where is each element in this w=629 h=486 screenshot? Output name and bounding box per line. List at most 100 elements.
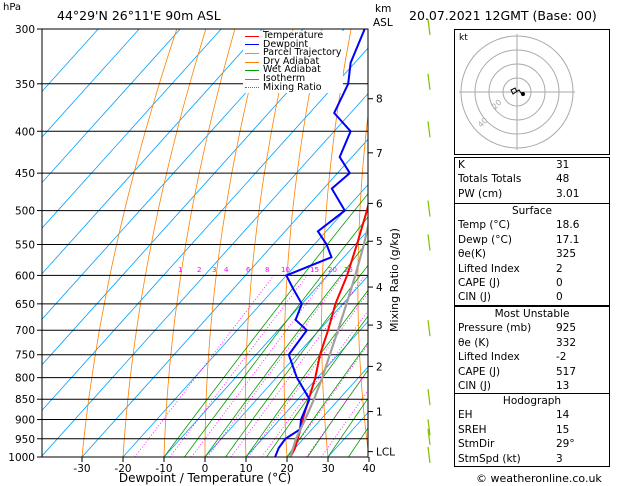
wet-adiabat-line (327, 397, 368, 457)
hodograph: kt 20 40 (459, 33, 575, 150)
x-axis-title: Dewpoint / Temperature (°C) (119, 471, 291, 485)
legend-swatch (245, 44, 259, 46)
isotherm-line (245, 320, 368, 457)
legend-swatch (245, 70, 259, 72)
temp-tick-label: -30 (73, 463, 90, 475)
legend-label: Wet Adiabat (263, 64, 321, 76)
stat-value: 14 (556, 409, 570, 422)
unstable-title: Most Unstable (494, 308, 570, 320)
isotherm-line (42, 29, 222, 229)
wet-adiabat-line (266, 315, 368, 457)
stat-value: 29° (556, 438, 575, 451)
temp-tick-label: -10 (155, 463, 172, 475)
km-tick-label: 2 (376, 361, 383, 373)
mixing-ratio-label: 8 (265, 266, 269, 274)
hodograph-ring-label: 40 (476, 116, 490, 130)
isotherm-line (42, 29, 304, 320)
dry-adiabat-line (613, 29, 629, 457)
isotherm-line (42, 29, 263, 275)
mixing-ratio-label: 10 (281, 266, 290, 274)
stat-row: Lifted Index 2 (455, 262, 609, 276)
temp-tick-label: 40 (362, 463, 375, 475)
temp-tick-label: 10 (239, 463, 252, 475)
legend-item: Dry Adiabat (245, 55, 341, 67)
datetime-title: 20.07.2021 12GMT (Base: 00) (409, 8, 597, 23)
dry-adiabat-line (163, 29, 236, 457)
km-unit-label: km (375, 3, 392, 15)
wind-barb (427, 389, 431, 406)
hodograph-unit: kt (459, 33, 468, 43)
stat-label: CAPE (J) (458, 277, 501, 290)
stat-label: StmDir (458, 438, 495, 451)
mixing-ratio-label: 2 (197, 266, 201, 274)
pressure-unit-label: hPa (3, 2, 22, 13)
stat-label: θe(K) (458, 248, 486, 261)
isotherm-line (42, 93, 368, 457)
asl-unit-label: ASL (373, 17, 393, 29)
isotherm-line (81, 138, 368, 457)
wind-barb (427, 320, 431, 337)
legend-item: Dewpoint (245, 38, 341, 50)
stat-label: Temp (°C) (458, 219, 511, 232)
stat-value: 925 (556, 322, 577, 335)
wind-barb (427, 428, 431, 445)
stat-value: 3.01 (556, 187, 580, 200)
mixing-ratio-line (207, 275, 344, 457)
mixing-ratio-line (287, 344, 368, 457)
stat-value: 13 (556, 380, 570, 393)
stat-row: Pressure (mb) 925 (455, 321, 609, 335)
legend-label: Dewpoint (263, 38, 309, 50)
wet-adiabat-line (163, 193, 368, 457)
stat-label: SREH (458, 423, 487, 436)
stat-row: Lifted Index -2 (455, 350, 609, 364)
stat-value: 48 (556, 173, 570, 186)
isotherm-line (42, 47, 368, 411)
pressure-label: 550 (15, 239, 35, 251)
stat-value: -2 (556, 351, 567, 364)
stat-label: Dewp (°C) (458, 233, 512, 246)
wind-barb (427, 419, 431, 436)
isotherm-line (42, 29, 140, 138)
dry-adiabat-line (81, 29, 178, 457)
legend-item: Wet Adiabat (245, 64, 341, 76)
mixing-ratio-label: 4 (224, 266, 229, 274)
legend-label: Dry Adiabat (263, 55, 320, 67)
stat-row: SREH 15 (455, 423, 609, 437)
surface-panel: Surface Temp (°C) 18.6 Dewp (°C) 17.1 θe(K) 3… (454, 203, 610, 306)
stat-label: θe (K) (458, 336, 490, 349)
mixing-ratio-label: 25 (344, 266, 353, 274)
pressure-label: 400 (15, 126, 35, 138)
pressure-label: 750 (15, 350, 35, 362)
stat-label: Lifted Index (458, 262, 520, 275)
unstable-panel: Most Unstable Pressure (mb) 925 θe (K) 332 L… (454, 306, 610, 395)
pressure-label: 350 (15, 79, 35, 91)
stat-value: 0 (556, 291, 563, 304)
wet-adiabat-line (286, 342, 368, 457)
stat-value: 15 (556, 423, 570, 436)
stat-row: CAPE (J) 517 (455, 365, 609, 379)
legend-label: Isotherm (263, 72, 306, 84)
pressure-label: 450 (15, 168, 35, 180)
pressure-label: 600 (15, 270, 35, 282)
mixing-ratio-label: 20 (328, 266, 337, 274)
legend-swatch (245, 78, 259, 80)
stat-row: CIN (J) 13 (455, 379, 609, 393)
pressure-label: 500 (15, 206, 35, 218)
stat-row: EH 14 (455, 408, 609, 422)
isotherm-line (42, 29, 345, 366)
pressure-label: 650 (15, 299, 35, 311)
isotherm-line (42, 29, 181, 184)
pressure-label: 800 (15, 373, 35, 385)
stat-label: CIN (J) (458, 291, 491, 304)
legend-label: Mixing Ratio (263, 81, 322, 93)
mixing-ratio-line (247, 292, 368, 457)
stat-label: EH (458, 409, 473, 422)
stat-row: Totals Totals 48 (455, 172, 609, 186)
wind-barb (427, 200, 431, 217)
stat-row: PW (cm) 3.01 (455, 187, 609, 201)
stat-value: 0 (556, 277, 563, 290)
stat-label: PW (cm) (458, 187, 503, 200)
hodograph-panel: kt 20 40 (454, 29, 610, 155)
wind-barb (427, 18, 431, 36)
